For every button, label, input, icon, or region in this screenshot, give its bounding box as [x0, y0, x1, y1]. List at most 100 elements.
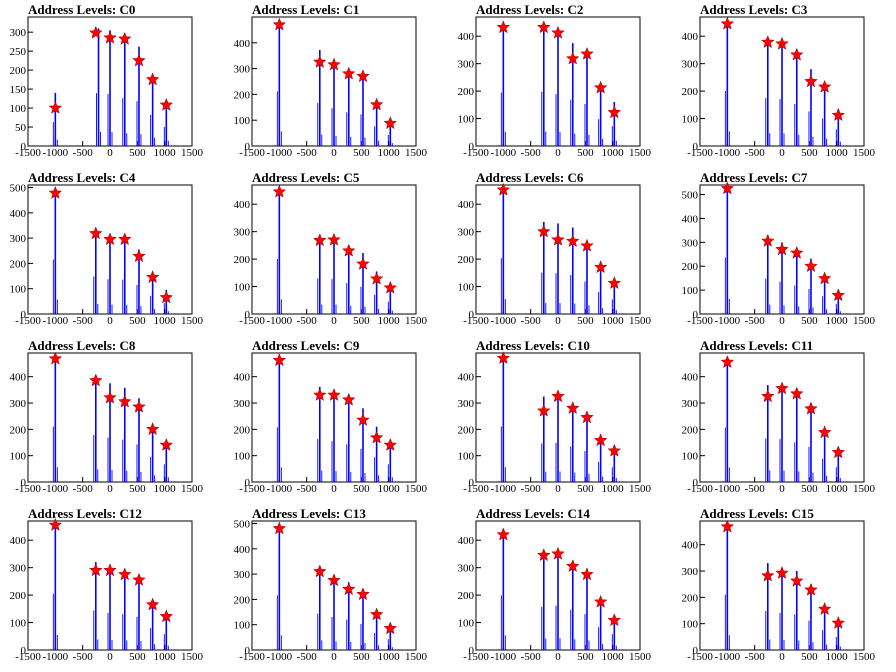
chart-title: Address Levels: C12 [28, 506, 142, 521]
peak-marker [789, 47, 804, 61]
peak-marker [48, 517, 63, 531]
chart-title: Address Levels: C10 [476, 338, 590, 353]
peak-marker [117, 394, 132, 408]
peak-marker [536, 548, 551, 562]
x-tick-label: -500 [521, 315, 542, 327]
y-tick-label: 0 [693, 477, 699, 489]
y-tick-label: 0 [21, 477, 27, 489]
x-tick-label: 1000 [602, 315, 625, 327]
x-tick-label: -500 [297, 315, 318, 327]
peak-marker [272, 353, 287, 367]
chart-title: Address Levels: C15 [700, 506, 814, 521]
peak-marker [551, 232, 565, 246]
y-tick-label: 400 [234, 372, 251, 384]
y-tick-label: 300 [682, 237, 699, 249]
peak-marker [831, 445, 846, 459]
peak-marker [369, 97, 384, 111]
chart-title: Address Levels: C11 [700, 338, 813, 353]
x-tick-label: -1000 [42, 651, 68, 663]
peak-marker [341, 582, 356, 596]
peak-marker [383, 116, 398, 130]
peak-marker [831, 108, 846, 122]
x-tick-label: 1500 [181, 483, 204, 495]
peak-marker [48, 351, 63, 365]
peak-marker [356, 587, 370, 601]
peak-marker [580, 238, 594, 252]
peak-marker [775, 381, 789, 395]
y-tick-label: 300 [10, 563, 27, 575]
x-tick-label: -1500 [463, 147, 489, 159]
peak-marker [159, 609, 174, 623]
y-tick-label: 100 [682, 619, 699, 631]
y-tick-label: 200 [10, 590, 27, 602]
chart-title: Address Levels: C7 [700, 170, 808, 185]
peak-marker [760, 35, 775, 49]
x-tick-label: 1000 [826, 483, 849, 495]
y-tick-label: 400 [10, 372, 27, 384]
x-tick-label: 1000 [826, 651, 849, 663]
peak-marker [817, 425, 832, 439]
y-tick-label: 100 [234, 282, 251, 294]
x-tick-label: 0 [331, 315, 337, 327]
x-tick-label: 1000 [602, 483, 625, 495]
peak-marker [760, 233, 775, 247]
y-tick-label: 300 [10, 27, 27, 39]
y-tick-label: 200 [234, 254, 251, 266]
y-tick-label: 0 [469, 309, 475, 321]
chart-panel-c8: Address Levels: C8 0 100 200 300 400 -1500 -100… [0, 336, 224, 504]
x-tick-label: -1000 [490, 315, 516, 327]
peak-marker [369, 271, 384, 285]
y-tick-label: 400 [458, 31, 475, 43]
y-tick-label: 200 [10, 424, 27, 436]
y-tick-label: 300 [682, 566, 699, 578]
peak-marker [789, 386, 804, 400]
y-tick-label: 300 [234, 569, 251, 581]
chart-title: Address Levels: C6 [476, 170, 584, 185]
x-tick-label: 1500 [853, 315, 876, 327]
x-tick-label: 1500 [629, 651, 652, 663]
y-tick-label: 300 [458, 227, 475, 239]
x-tick-label: 500 [353, 651, 370, 663]
x-tick-label: -1000 [266, 651, 292, 663]
peak-marker [593, 433, 608, 447]
x-tick-label: 0 [555, 315, 561, 327]
peak-marker [720, 16, 735, 30]
peak-marker [607, 276, 622, 290]
peak-marker [272, 184, 287, 198]
chart-panel-c11: Address Levels: C11 0 100 200 300 400 -1500 -10… [672, 336, 896, 504]
x-tick-label: 0 [555, 147, 561, 159]
x-tick-label: 500 [353, 147, 370, 159]
peak-marker [48, 100, 63, 114]
x-tick-label: -500 [521, 483, 542, 495]
peak-marker [327, 573, 341, 587]
peak-marker [496, 182, 511, 196]
y-tick-label: 0 [469, 645, 475, 657]
x-tick-label: -500 [745, 651, 766, 663]
chart-panel-c7: Address Levels: C7 0 100 200 300 400 500 -1500-… [672, 168, 896, 336]
x-tick-label: 500 [577, 315, 594, 327]
peak-marker [117, 31, 132, 45]
y-tick-label: 500 [682, 190, 699, 202]
peak-marker [103, 390, 117, 404]
x-tick-label: -1500 [687, 651, 713, 663]
x-tick-label: -1500 [463, 651, 489, 663]
peak-marker [565, 234, 580, 248]
chart-panel-c12: Address Levels: C12 0 100 200 300 400 -1500 -10… [0, 504, 224, 672]
x-tick-label: -1000 [714, 315, 740, 327]
peak-marker [48, 185, 63, 199]
x-tick-label: 1500 [853, 651, 876, 663]
peak-marker [831, 288, 846, 302]
x-tick-label: -500 [521, 651, 542, 663]
x-tick-label: 0 [107, 315, 113, 327]
x-tick-label: -1500 [687, 147, 713, 159]
peak-marker [159, 437, 174, 451]
peak-marker [551, 25, 565, 39]
y-tick-label: 100 [234, 620, 251, 632]
peak-marker [804, 401, 818, 415]
chart-panel-c4: Address Levels: C4 0 100 200 300 400 500 -1500-… [0, 168, 224, 336]
chart-title: Address Levels: C2 [476, 2, 583, 17]
x-tick-label: -1000 [714, 651, 740, 663]
chart-title: Address Levels: C1 [252, 2, 359, 17]
peak-marker [117, 232, 132, 246]
peak-marker [356, 412, 370, 426]
